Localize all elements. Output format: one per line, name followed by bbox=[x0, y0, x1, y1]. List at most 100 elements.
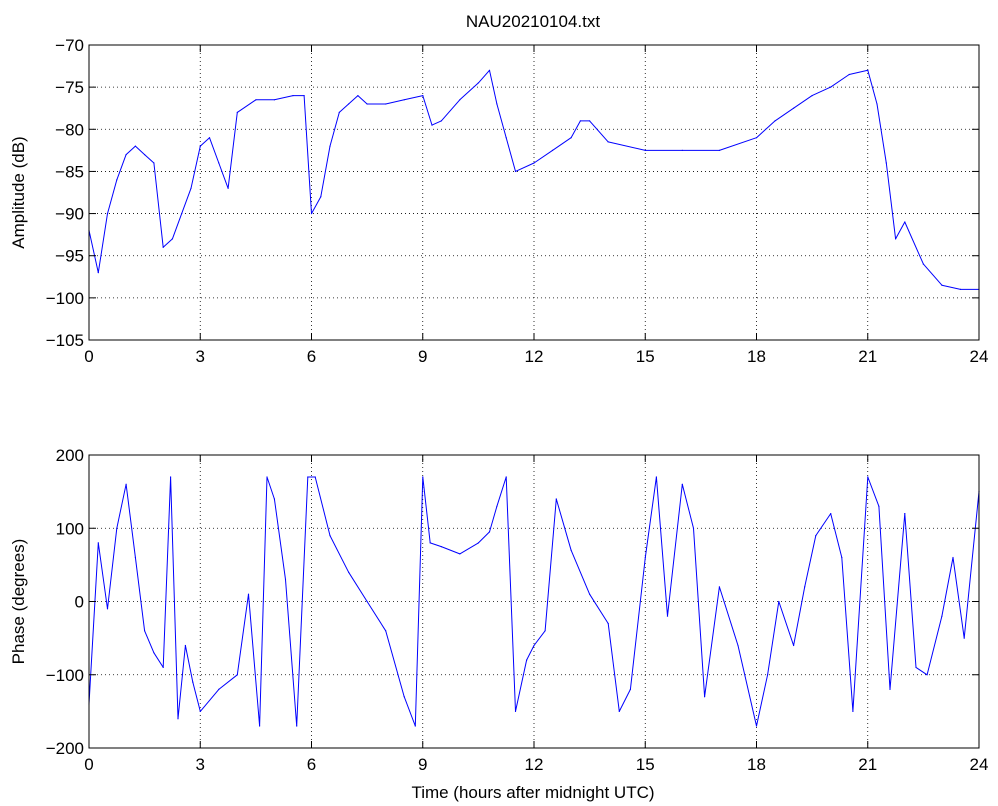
data-point bbox=[644, 556, 646, 559]
y-tick-label: −80 bbox=[55, 120, 84, 139]
y-tick-label: 200 bbox=[56, 446, 84, 465]
y-tick-label: −200 bbox=[46, 739, 84, 758]
x-tick-label: 21 bbox=[858, 347, 877, 366]
data-point bbox=[618, 710, 620, 713]
y-tick-label: −85 bbox=[55, 162, 84, 181]
y-tick-label: −100 bbox=[46, 666, 84, 685]
x-tick-label: 15 bbox=[636, 755, 655, 774]
data-point bbox=[292, 95, 294, 97]
data-point bbox=[348, 103, 350, 105]
y-tick-label: −90 bbox=[55, 205, 84, 224]
amplitude-panel: 0 3 6 9 12 15 18 21 24 −70 −75 −80 −85 −90 −95 −100 −105… bbox=[9, 36, 988, 366]
data-point bbox=[555, 498, 557, 500]
x-tick-label: 21 bbox=[858, 755, 877, 774]
data-point bbox=[570, 549, 572, 551]
data-point bbox=[144, 630, 146, 632]
data-point bbox=[681, 149, 683, 151]
data-point bbox=[227, 187, 229, 189]
data-point bbox=[296, 725, 298, 727]
data-point bbox=[303, 95, 305, 97]
y-tick-label: 100 bbox=[56, 519, 84, 538]
data-point bbox=[307, 476, 309, 478]
data-point bbox=[106, 608, 109, 610]
data-point bbox=[876, 103, 878, 105]
data-point bbox=[190, 187, 192, 189]
x-tick-label: 6 bbox=[307, 755, 316, 774]
data-point bbox=[488, 69, 491, 71]
data-point bbox=[357, 95, 359, 97]
x-tick-label: 9 bbox=[418, 755, 427, 774]
data-point bbox=[848, 73, 850, 76]
data-point bbox=[767, 674, 769, 676]
data-point bbox=[889, 688, 891, 691]
data-point bbox=[134, 145, 136, 147]
data-point bbox=[477, 542, 479, 544]
data-point bbox=[533, 644, 535, 647]
data-point bbox=[329, 145, 331, 147]
y-tick-label: −100 bbox=[46, 289, 84, 308]
data-point bbox=[162, 666, 164, 669]
data-point bbox=[607, 622, 609, 625]
phase-panel: 0 3 6 9 12 15 18 21 24 200 100 0 −100 −200 Phase (degr… bbox=[9, 446, 988, 774]
data-point bbox=[116, 527, 118, 529]
data-point bbox=[570, 137, 572, 139]
data-point bbox=[181, 213, 183, 215]
data-point bbox=[459, 553, 461, 555]
data-point bbox=[811, 95, 813, 97]
data-point bbox=[440, 546, 442, 548]
data-point bbox=[329, 535, 331, 537]
data-point bbox=[153, 162, 155, 164]
y-axis-label: Amplitude (dB) bbox=[9, 136, 28, 248]
data-point bbox=[266, 476, 268, 478]
data-point bbox=[804, 586, 806, 588]
data-point bbox=[208, 137, 211, 139]
data-point bbox=[162, 246, 164, 248]
data-point bbox=[236, 674, 238, 676]
data-point bbox=[247, 593, 250, 595]
x-tick-label: 12 bbox=[525, 755, 544, 774]
data-point bbox=[422, 476, 424, 478]
data-point bbox=[607, 141, 609, 143]
data-point bbox=[496, 505, 498, 507]
data-point bbox=[681, 483, 683, 485]
data-point bbox=[589, 593, 591, 595]
data-point bbox=[629, 688, 632, 691]
y-tick-label: −105 bbox=[46, 331, 84, 350]
data-point bbox=[184, 644, 186, 647]
data-point bbox=[170, 476, 172, 478]
data-point bbox=[514, 710, 517, 713]
data-point bbox=[952, 556, 954, 559]
data-point bbox=[284, 578, 287, 581]
data-point bbox=[941, 284, 943, 286]
data-point bbox=[533, 162, 535, 164]
x-tick-label: 6 bbox=[307, 347, 316, 366]
data-point bbox=[134, 556, 136, 559]
x-tick-label: 0 bbox=[84, 755, 93, 774]
data-point bbox=[171, 238, 173, 240]
data-point bbox=[440, 120, 442, 122]
data-point bbox=[704, 696, 706, 698]
data-point bbox=[320, 196, 322, 198]
data-point bbox=[867, 69, 869, 71]
x-tick-label: 18 bbox=[747, 347, 766, 366]
data-point bbox=[366, 600, 368, 603]
data-point bbox=[106, 213, 109, 215]
data-point bbox=[488, 531, 491, 533]
data-point bbox=[878, 505, 880, 507]
data-point bbox=[815, 535, 817, 537]
data-point bbox=[941, 615, 943, 617]
data-point bbox=[259, 725, 261, 727]
data-point bbox=[255, 99, 257, 101]
data-point bbox=[236, 111, 238, 113]
data-point bbox=[904, 221, 906, 223]
data-point bbox=[793, 107, 795, 109]
data-point bbox=[431, 124, 433, 126]
data-point bbox=[403, 696, 405, 698]
data-point bbox=[551, 149, 554, 151]
x-tick-label: 18 bbox=[747, 755, 766, 774]
data-point bbox=[177, 718, 179, 720]
data-point bbox=[737, 644, 739, 647]
data-point bbox=[755, 137, 758, 139]
data-point bbox=[192, 681, 194, 683]
